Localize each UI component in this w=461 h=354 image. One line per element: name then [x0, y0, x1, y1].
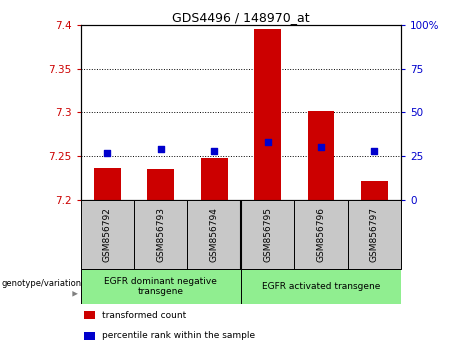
Bar [241, 200, 294, 269]
Point [371, 148, 378, 154]
Text: transformed count: transformed count [101, 310, 186, 320]
Text: GSM856796: GSM856796 [316, 207, 325, 262]
Title: GDS4496 / 148970_at: GDS4496 / 148970_at [172, 11, 310, 24]
Text: percentile rank within the sample: percentile rank within the sample [101, 331, 254, 340]
Point [157, 146, 165, 152]
Bar [294, 200, 348, 269]
Text: GSM856794: GSM856794 [210, 207, 219, 262]
Bar [94, 167, 121, 200]
Bar [81, 200, 134, 269]
Text: GSM856793: GSM856793 [156, 207, 165, 262]
Bar [148, 169, 174, 200]
Text: EGFR activated transgene: EGFR activated transgene [262, 282, 380, 291]
Bar [307, 111, 334, 200]
Bar [84, 311, 95, 319]
Bar [84, 332, 95, 340]
Point [317, 144, 325, 150]
Bar [348, 200, 401, 269]
Text: EGFR dominant negative
transgene: EGFR dominant negative transgene [104, 277, 217, 296]
Point [211, 148, 218, 154]
Bar [188, 200, 241, 269]
Point [264, 139, 271, 145]
Text: GSM856795: GSM856795 [263, 207, 272, 262]
Bar [201, 158, 228, 200]
Bar [361, 181, 388, 200]
Bar [254, 29, 281, 200]
Bar [81, 269, 241, 304]
Text: genotype/variation: genotype/variation [1, 279, 82, 288]
Text: GSM856797: GSM856797 [370, 207, 379, 262]
Point [104, 150, 111, 155]
Bar [134, 200, 188, 269]
Bar [241, 269, 401, 304]
Text: GSM856792: GSM856792 [103, 207, 112, 262]
